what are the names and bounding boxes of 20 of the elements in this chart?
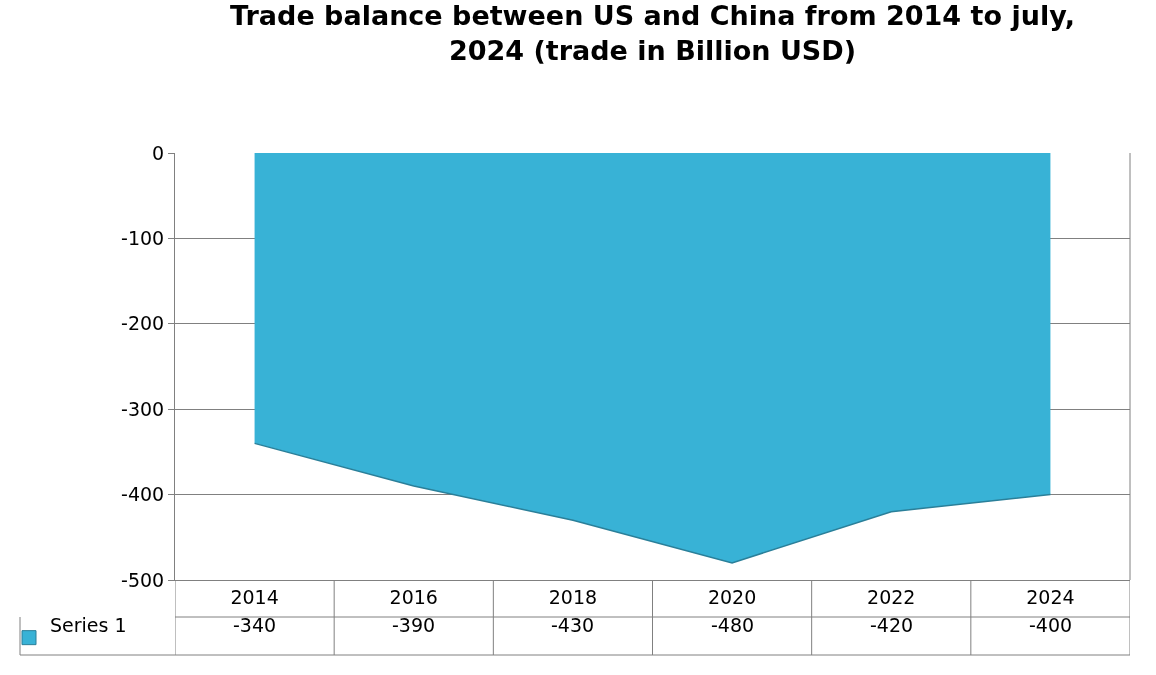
x-tick-label: 2018 (548, 585, 598, 608)
x-tick-label: 2016 (389, 585, 438, 608)
data-label: -400 (1029, 614, 1073, 636)
data-label: -420 (870, 614, 914, 636)
y-tick-label: -500 (121, 568, 165, 591)
x-tick-label: 2024 (1026, 585, 1075, 608)
data-label: -390 (392, 614, 436, 636)
data-label: -430 (551, 614, 595, 636)
y-tick-label: -100 (121, 227, 165, 250)
y-tick-label: -400 (121, 483, 165, 506)
chart-title: Trade balance between US and China from 2014 to july, 2024 (trade in Billion USD) (230, 0, 1075, 67)
y-tick-label: -200 (121, 312, 165, 335)
legend-label: Series 1 (50, 614, 127, 636)
data-label: -340 (233, 614, 277, 636)
y-tick-label: 0 (152, 141, 165, 164)
x-tick-label: 2020 (707, 585, 757, 608)
data-label: -480 (711, 614, 755, 636)
x-tick-label: 2022 (867, 585, 916, 608)
x-tick-label: 2014 (230, 585, 279, 608)
y-tick-label: -300 (121, 397, 165, 420)
